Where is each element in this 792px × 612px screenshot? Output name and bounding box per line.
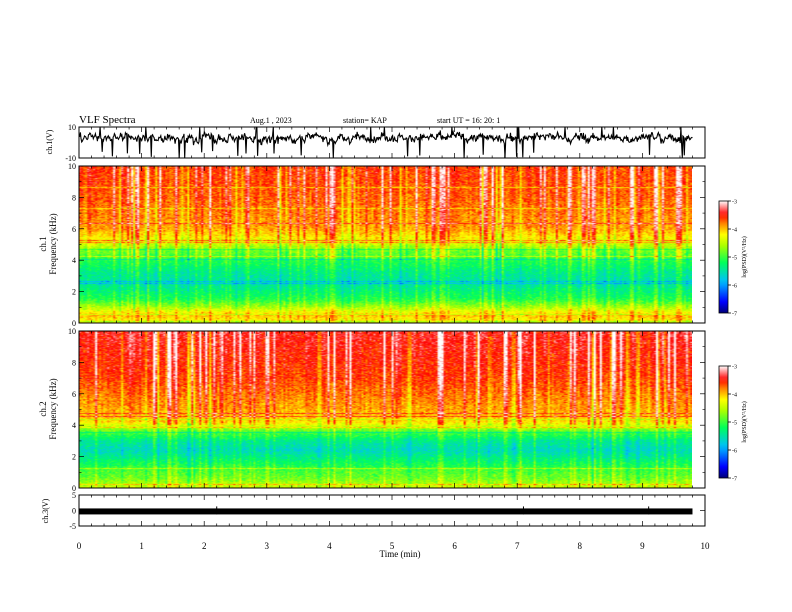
- y-tick-label: 0: [72, 319, 76, 328]
- time-tick-label: 8: [578, 541, 583, 551]
- station-label: station= KAP: [343, 116, 387, 125]
- cb2-tick-label: -7: [732, 477, 737, 483]
- cb1-tick-label: -3: [732, 200, 737, 206]
- ch1-waveform-ticks: 10 -10: [65, 123, 706, 163]
- time-tick-label: 1: [139, 541, 144, 551]
- figure-title: VLF Spectra: [79, 114, 136, 126]
- ch1-spectrogram-panel: 0 2 4 6 8 10 ch.1 Frequency (kHz) -3 -4 -5 -6 -7 l…: [38, 162, 748, 328]
- ch1-spectrogram-image: [79, 166, 692, 323]
- y-tick-label: 4: [72, 421, 76, 430]
- time-axis-ticks: 0 1 2 3 4 5 6 7 8 9 10: [77, 541, 710, 551]
- ch3-waveform-ylabel: ch.3(V): [41, 498, 50, 523]
- cb2-bar: [718, 365, 729, 479]
- y-tick-label: 10: [68, 327, 76, 336]
- ch1-waveform-ylabel: ch.1(V): [45, 129, 54, 154]
- y-tick-label: 6: [72, 390, 76, 399]
- cb2-tick-label: -4: [732, 393, 737, 399]
- ch2-spectrogram-channel-label: ch.2: [38, 401, 48, 416]
- cb1-bar: [718, 200, 729, 314]
- cb1-tick-label: -4: [732, 228, 737, 234]
- cb1-label: log(PSD)(V²/Hz): [741, 236, 748, 277]
- y-tick-label: 8: [72, 193, 76, 202]
- ch1-spectrogram-ticks: 0 2 4 6 8 10: [68, 162, 706, 328]
- cb2-tick-label: -6: [732, 449, 737, 455]
- y-tick-label: 8: [72, 358, 76, 367]
- date-label: Aug.1 , 2023: [250, 116, 292, 125]
- y-tick-label: 10: [68, 123, 76, 132]
- time-tick-label: 5: [390, 541, 395, 551]
- cb1-tick-label: -6: [732, 284, 737, 290]
- ch3-waveform-panel: 5 0 -5 ch.3(V) 0 1 2 3 4 5 6 7 8 9 10 Time (min): [41, 491, 710, 559]
- ch2-spectrogram-panel: 0 2 4 6 8 10 ch.2 Frequency (kHz) -3 -4 -5 -6 -7 l…: [38, 327, 748, 493]
- cb2-tick-label: -5: [732, 421, 737, 427]
- y-tick-label: 10: [68, 162, 76, 171]
- time-tick-label: 4: [327, 541, 332, 551]
- y-tick-label: 2: [72, 288, 76, 297]
- y-tick-label: 4: [72, 256, 76, 265]
- start-time-label: start UT = 16: 20: 1: [437, 116, 500, 125]
- ch1-spectrogram-channel-label: ch.1: [38, 236, 48, 251]
- time-tick-label: 9: [640, 541, 645, 551]
- ch2-colorbar: -3 -4 -5 -6 -7 log(PSD)(V²/Hz): [718, 365, 748, 483]
- y-tick-label: -5: [69, 522, 76, 531]
- ch2-spectrogram-image: [79, 331, 692, 488]
- ch3-waveform-ticks: 5 0 -5: [69, 491, 706, 531]
- time-axis-label: Time (min): [380, 549, 421, 559]
- ch2-spectrogram-ylabel: Frequency (kHz): [48, 378, 58, 439]
- y-tick-label: 2: [72, 453, 76, 462]
- cb2-label: log(PSD)(V²/Hz): [741, 401, 748, 442]
- ch1-waveform-panel: 10 -10 ch.1(V): [45, 123, 706, 163]
- time-tick-label: 3: [265, 541, 270, 551]
- time-tick-label: 10: [701, 541, 711, 551]
- ch1-colorbar: -3 -4 -5 -6 -7 log(PSD)(V²/Hz): [718, 200, 748, 318]
- cb2-tick-label: -3: [732, 365, 737, 371]
- time-tick-label: 0: [77, 541, 82, 551]
- y-tick-label: 0: [72, 484, 76, 493]
- cb1-tick-label: -5: [732, 256, 737, 262]
- ch1-waveform-trace: [78, 126, 693, 159]
- time-tick-label: 2: [202, 541, 207, 551]
- cb1-tick-label: -7: [732, 312, 737, 318]
- ch3-waveform-trace: [79, 506, 693, 515]
- waveform-line: [78, 126, 693, 159]
- y-tick-label: -10: [65, 154, 76, 163]
- time-tick-label: 7: [515, 541, 520, 551]
- y-tick-label: 0: [72, 507, 76, 516]
- y-tick-label: 5: [72, 491, 76, 500]
- ch1-spectrogram-ylabel: Frequency (kHz): [48, 213, 58, 274]
- y-tick-label: 6: [72, 225, 76, 234]
- time-tick-label: 6: [452, 541, 457, 551]
- ch3-signal-band: [79, 508, 693, 515]
- ch2-spectrogram-ticks: 0 2 4 6 8 10: [68, 327, 706, 493]
